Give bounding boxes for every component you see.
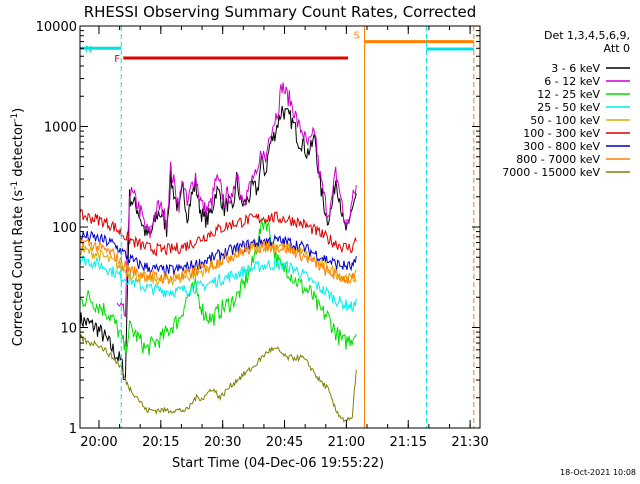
plot-frame (79, 25, 481, 429)
legend-label: 3 - 6 keV (551, 62, 600, 75)
y-tick-label: 1000 (44, 121, 77, 136)
x-axis-label: Start Time (04-Dec-06 19:55:22) (172, 456, 384, 471)
legend-label: 300 - 800 keV (523, 140, 600, 153)
x-tick-label: 21:00 (328, 435, 365, 450)
legend-item: 50 - 100 keV (530, 114, 630, 127)
flag-label: N (85, 44, 92, 55)
series-line-3 (80, 217, 357, 356)
series-line-4 (80, 255, 357, 313)
legend-item: 100 - 300 keV (523, 127, 630, 140)
series-line-6 (80, 209, 357, 257)
legend-label: 50 - 100 keV (530, 114, 600, 127)
x-tick-label: 20:45 (266, 435, 303, 450)
plot-area: N F S 1 10 100 1000 10000 20:00 20:15 20:30 20:45 21… (36, 20, 489, 450)
x-tick-label: 21:30 (451, 435, 488, 450)
y-tick-label: 10000 (36, 20, 77, 35)
legend-title-line-1: Det 1,3,4,5,6,9, (544, 29, 630, 42)
flag-marker-2: F (114, 54, 349, 65)
y-label-part-3: ) (11, 108, 26, 113)
y-tick-label: 10 (60, 322, 77, 337)
flag-label: F (114, 54, 120, 65)
legend-label: 100 - 300 keV (523, 127, 600, 140)
legend-item: 7000 - 15000 keV (502, 166, 630, 179)
y-label-part-2: detector (11, 121, 26, 181)
series-line-9 (80, 333, 357, 423)
legend-item: 25 - 50 keV (537, 101, 630, 114)
x-tick-label: 20:00 (80, 435, 117, 450)
x-tick-label: 20:15 (142, 435, 179, 450)
series-line-7 (80, 230, 357, 277)
legend-item: 6 - 12 keV (544, 75, 630, 88)
legend-label: 25 - 50 keV (537, 101, 600, 114)
y-axis: 1 10 100 1000 10000 (36, 20, 480, 437)
legend-item: 3 - 6 keV (551, 62, 630, 75)
y-tick-label: 1 (69, 422, 77, 437)
x-axis: 20:00 20:15 20:30 20:45 21:00 21:15 21:30 (80, 26, 489, 450)
legend-item: 12 - 25 keV (537, 88, 630, 101)
legend-item: 800 - 7000 keV (516, 153, 630, 166)
legend-label: 6 - 12 keV (544, 75, 600, 88)
series-line-8 (80, 236, 357, 285)
y-label-sup-1: -1 (10, 181, 20, 190)
flag-label: S (354, 31, 360, 42)
x-tick-label: 21:15 (390, 435, 427, 450)
y-tick-label: 100 (52, 221, 77, 236)
y-label-sup-2: -1 (10, 113, 20, 122)
legend-label: 7000 - 15000 keV (502, 166, 600, 179)
flag-marker-3: S (354, 26, 475, 428)
chart-title: RHESSI Observing Summary Count Rates, Co… (84, 3, 477, 21)
y-axis-label: Corrected Count Rate (s-1 detector-1) (10, 108, 26, 346)
legend-title-line-2: Att 0 (604, 42, 630, 55)
legend-label: 12 - 25 keV (537, 88, 600, 101)
legend-item: 300 - 800 keV (523, 140, 630, 153)
series-line-2 (116, 82, 357, 318)
series-group (80, 82, 357, 423)
x-tick-label: 20:30 (204, 435, 241, 450)
flag-marker-4 (425, 26, 474, 428)
y-label-part-1: Corrected Count Rate (s (11, 190, 26, 347)
timestamp: 18-Oct-2021 10:08 (560, 468, 636, 477)
legend-label: 800 - 7000 keV (516, 153, 600, 166)
